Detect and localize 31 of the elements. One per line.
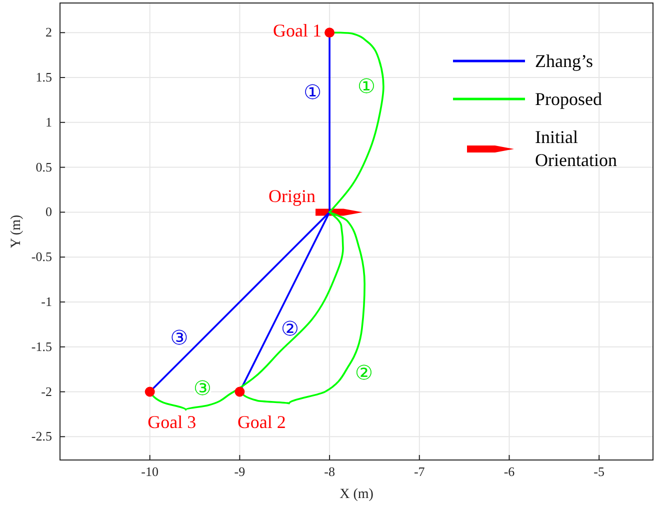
x-tick-label: -9: [234, 464, 246, 479]
x-tick-label: -6: [504, 464, 516, 479]
x-tick-label: -10: [141, 464, 159, 479]
y-tick-label: 2: [46, 24, 52, 40]
data-label: ①: [304, 80, 322, 104]
legend-label: Zhang’s: [535, 51, 593, 71]
legend-label: Proposed: [535, 89, 602, 109]
data-label: ②: [280, 316, 299, 340]
data-label: ②: [355, 360, 373, 384]
x-tick-label: -7: [414, 464, 426, 479]
y-tick-label: 1: [46, 114, 52, 130]
annotation: Origin: [268, 186, 316, 206]
x-tick-label: -8: [324, 464, 335, 479]
y-tick-label: -0.5: [31, 249, 52, 264]
y-tick-label: -2: [41, 384, 52, 399]
y-tick-label: 0: [46, 204, 52, 220]
y-tick-label: 0.5: [36, 159, 52, 174]
y-tick-label: -2.5: [31, 428, 52, 444]
y-axis-title: Y (m): [9, 214, 24, 248]
x-tick-label: -5: [594, 464, 605, 479]
data-label: Goal 3: [148, 412, 196, 432]
data-label: ①: [357, 74, 376, 98]
data-label: Goal 2: [237, 412, 286, 432]
annotation: Initial Orientation: [535, 127, 617, 170]
data-label: ③: [170, 325, 188, 350]
y-tick-label: -1.5: [31, 338, 52, 354]
data-label: ③: [194, 376, 212, 400]
data-label: Goal 1: [273, 20, 322, 41]
y-tick-label: -1: [41, 294, 52, 309]
x-axis-title: X (m): [340, 487, 374, 502]
y-tick-label: 1.5: [36, 70, 52, 85]
